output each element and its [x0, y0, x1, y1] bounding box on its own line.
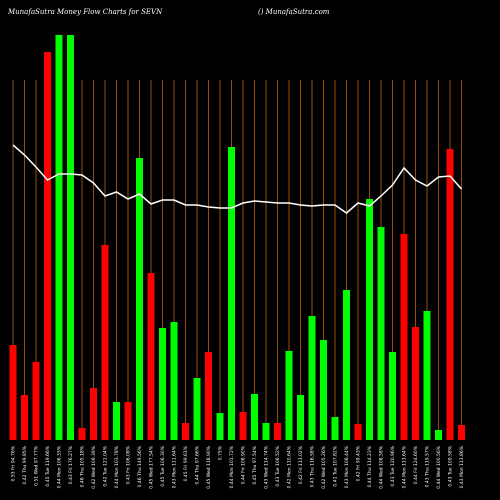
x-tick-label: 0.42 Wed 109.39% — [91, 445, 97, 488]
bar — [377, 227, 385, 440]
bar — [239, 412, 247, 440]
bar — [124, 402, 132, 440]
x-tick-label: 0.43 Mon 106.44% — [344, 445, 350, 488]
x-tick-label: 0.46 Thu 105.18% — [80, 445, 86, 487]
x-tick-label: 0.53 Fri 94.76% — [11, 445, 17, 481]
x-tick-label: 0.44 Thu 97.66% — [195, 445, 201, 484]
bar — [366, 199, 373, 440]
bar — [193, 378, 201, 440]
bar — [412, 327, 419, 440]
bar — [331, 417, 339, 440]
bar — [205, 352, 212, 440]
x-tick-label: 0.42 Tue 121.04% — [103, 445, 109, 486]
chart-title: MunafaSutra Money Flow Charts for SEVN — [7, 8, 163, 16]
x-tick-label: 0.46 Thu 149.56% — [137, 445, 143, 487]
bar — [423, 311, 431, 440]
bar — [55, 35, 63, 440]
bar — [458, 425, 465, 440]
x-tick-label: 0.45 Wed 177.54% — [149, 445, 155, 488]
bar — [170, 322, 178, 440]
x-tick-label: 0.44 Thu 114.23% — [367, 445, 373, 487]
x-tick-label: 0.51 Wed 97.77% — [34, 445, 40, 486]
x-tick-label: 0.42 Thu 99.85% — [22, 445, 28, 484]
bar — [262, 423, 270, 440]
x-tick-label: 0.42 Fri 99.43% — [356, 445, 362, 481]
x-tick-label: 0.43 Thu 116.58% — [310, 445, 316, 487]
bar — [354, 424, 362, 440]
bar — [67, 35, 74, 440]
x-tick-label: 0.44 Mon 101.72% — [229, 445, 235, 488]
x-tick-label: 0.41 Tue 107.82% — [333, 445, 339, 486]
bar — [182, 423, 189, 440]
bar — [400, 234, 408, 440]
bar — [113, 402, 120, 440]
bar — [297, 395, 304, 440]
bar — [285, 351, 293, 440]
bar — [389, 352, 396, 440]
bar — [136, 158, 143, 440]
chart-subtitle: () MunafaSutra.com — [258, 8, 330, 16]
x-tick-label: 0.45 Tue 119.66% — [45, 445, 51, 486]
bar — [101, 245, 109, 440]
x-tick-label: 0.44 Mon 103.78% — [114, 445, 120, 488]
x-tick-label: 0.43 Thu 119.57% — [425, 445, 431, 487]
x-tick-label: 0.45 Fri 99.61% — [183, 445, 189, 481]
x-tick-label: 0.45 Tue 106.30% — [160, 445, 166, 486]
bar — [251, 394, 258, 440]
x-tick-label: 0.43 Tue 120.96% — [390, 445, 396, 486]
x-tick-label: 0.43 Wed 114.74% — [264, 445, 270, 488]
bar — [435, 430, 442, 440]
x-tick-label: 0.43 Mon 111.64% — [172, 445, 178, 488]
x-tick-label: 0.44 Wed 108.58% — [379, 445, 385, 488]
bar — [44, 52, 51, 440]
x-tick-label: 0.43 Tue 106.52% — [275, 445, 281, 486]
x-tick-label: 0.43 Fri 176.27% — [68, 445, 74, 484]
bar — [78, 428, 86, 440]
bar — [147, 273, 155, 440]
bar — [274, 423, 281, 440]
bar — [446, 149, 454, 440]
bar — [9, 345, 17, 440]
x-tick-label: 0.44 Mon 106.33% — [57, 445, 63, 488]
x-tick-label: 0.45 Thu 97.54% — [252, 445, 258, 484]
x-tick-label: 0.43 Fri 106.08% — [126, 445, 132, 484]
bar — [216, 413, 224, 440]
x-tick-label: 0.43 Mon 113.86% — [459, 445, 465, 488]
x-tick-label: 0.44 Wed 100.56% — [436, 445, 442, 488]
bar — [32, 362, 40, 440]
x-tick-label: 0.44 Mon 113.64% — [402, 445, 408, 488]
x-tick-label: 0.42 Wed 105.26% — [321, 445, 327, 488]
x-tick-label: 0.44 Fri 124.60% — [413, 445, 419, 484]
bar — [320, 340, 327, 440]
bar — [228, 147, 235, 440]
x-tick-label: 0.43 Tue 109.58% — [448, 445, 454, 486]
x-tick-label: 0.44 Fri 108.90% — [241, 445, 247, 484]
bar — [308, 316, 316, 440]
bar — [159, 328, 166, 440]
bar — [21, 395, 28, 440]
bar — [343, 290, 350, 440]
x-tick-label: 0.42 Fri 113.02% — [298, 445, 304, 484]
x-tick-label: 0.45 Wed 118.90% — [206, 445, 212, 488]
x-tick-label: 0.42 Mon 110.64% — [287, 445, 293, 488]
x-tick-label: 0.75% — [218, 445, 224, 460]
bar — [90, 388, 97, 440]
money-flow-line — [12, 144, 463, 214]
